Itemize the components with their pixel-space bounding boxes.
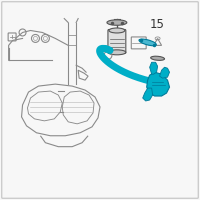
Ellipse shape	[108, 50, 126, 55]
Ellipse shape	[139, 39, 156, 46]
Polygon shape	[150, 62, 158, 74]
Polygon shape	[143, 88, 153, 101]
Polygon shape	[160, 67, 170, 78]
Ellipse shape	[109, 28, 125, 33]
Text: 15: 15	[150, 18, 165, 31]
FancyBboxPatch shape	[108, 29, 126, 53]
Ellipse shape	[151, 56, 165, 60]
Ellipse shape	[107, 20, 127, 25]
Polygon shape	[147, 72, 170, 96]
